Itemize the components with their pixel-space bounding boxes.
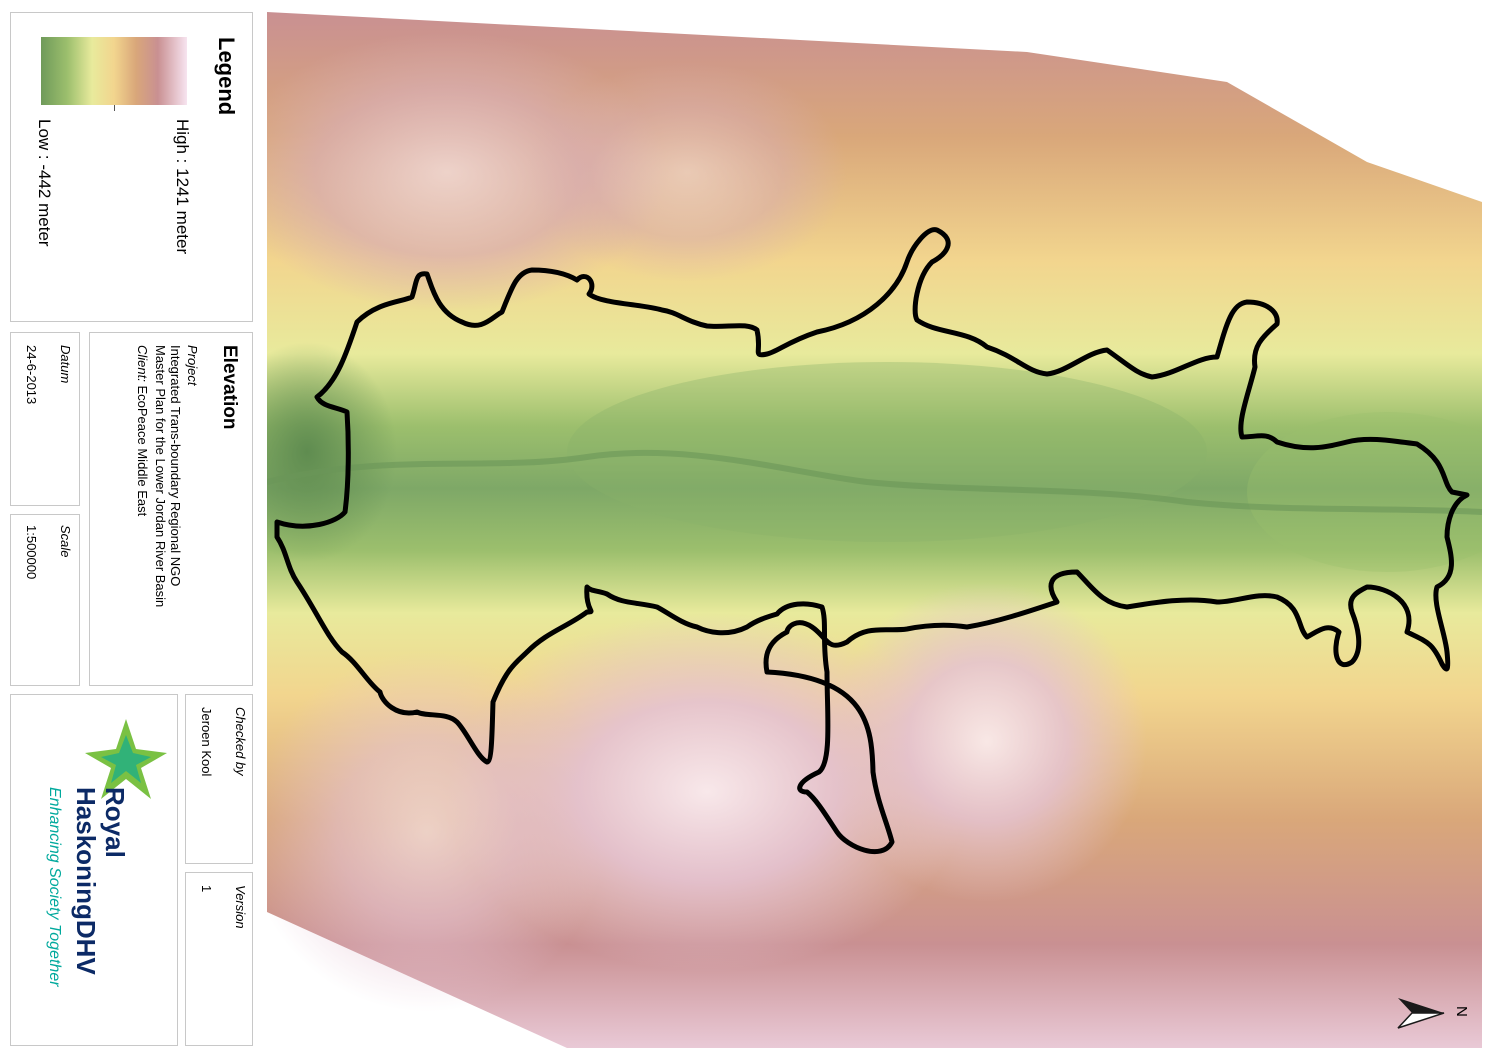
scale-label: Scale — [58, 525, 73, 558]
version-value: 1 — [199, 885, 214, 893]
checked-label: Checked by — [233, 707, 248, 776]
north-arrow-icon — [1397, 998, 1445, 1029]
jordan-river-line — [267, 449, 1482, 515]
legend-title: Legend — [214, 37, 239, 116]
elevation-color-ramp — [41, 37, 187, 105]
logo-panel: Royal HaskoningDHV Enhancing Society Tog… — [10, 694, 178, 1046]
client-value: EcoPeace Middle East — [135, 385, 150, 517]
elevation-map[interactable]: N — [267, 12, 1482, 1048]
company-logo-icon — [85, 719, 167, 799]
version-panel: Version 1 — [185, 872, 253, 1046]
legend-low-label: Low : -442 meter — [35, 119, 54, 247]
project-line-2: Master Plan for the Lower Jordan River B… — [153, 345, 168, 608]
date-value: 24-6-2013 — [24, 345, 39, 405]
checked-value: Jeroen Kool — [199, 707, 214, 777]
legend-panel: Legend High : 1241 meter Low : -442 mete… — [10, 12, 253, 322]
elevation-map-canvas — [267, 12, 1482, 1048]
title-panel: Elevation Project Integrated Trans-bound… — [89, 332, 253, 686]
client-line: Client: EcoPeace Middle East — [135, 345, 150, 516]
client-label: Client: — [135, 345, 150, 382]
project-line-1: Integrated Trans-boundary Regional NGO — [168, 345, 183, 587]
logo-tagline: Enhancing Society Together — [46, 787, 63, 987]
map-title: Elevation — [219, 345, 240, 430]
north-arrow: N — [1396, 994, 1476, 1034]
scale-value: 1:500000 — [24, 525, 39, 580]
project-label: Project — [185, 345, 200, 386]
legend-tick — [114, 105, 115, 111]
date-panel: Datum 24-6-2013 — [10, 332, 80, 506]
legend-high-label: High : 1241 meter — [173, 119, 192, 255]
scale-panel: Scale 1:500000 — [10, 514, 80, 686]
date-label: Datum — [58, 345, 73, 384]
logo-name-line-2: HaskoningDHV — [71, 787, 101, 975]
version-label: Version — [233, 885, 248, 929]
basin-boundary — [274, 227, 1470, 855]
logo-name-line-1: Royal — [100, 787, 130, 858]
north-label: N — [1453, 1006, 1470, 1017]
checked-panel: Checked by Jeroen Kool — [185, 694, 253, 864]
